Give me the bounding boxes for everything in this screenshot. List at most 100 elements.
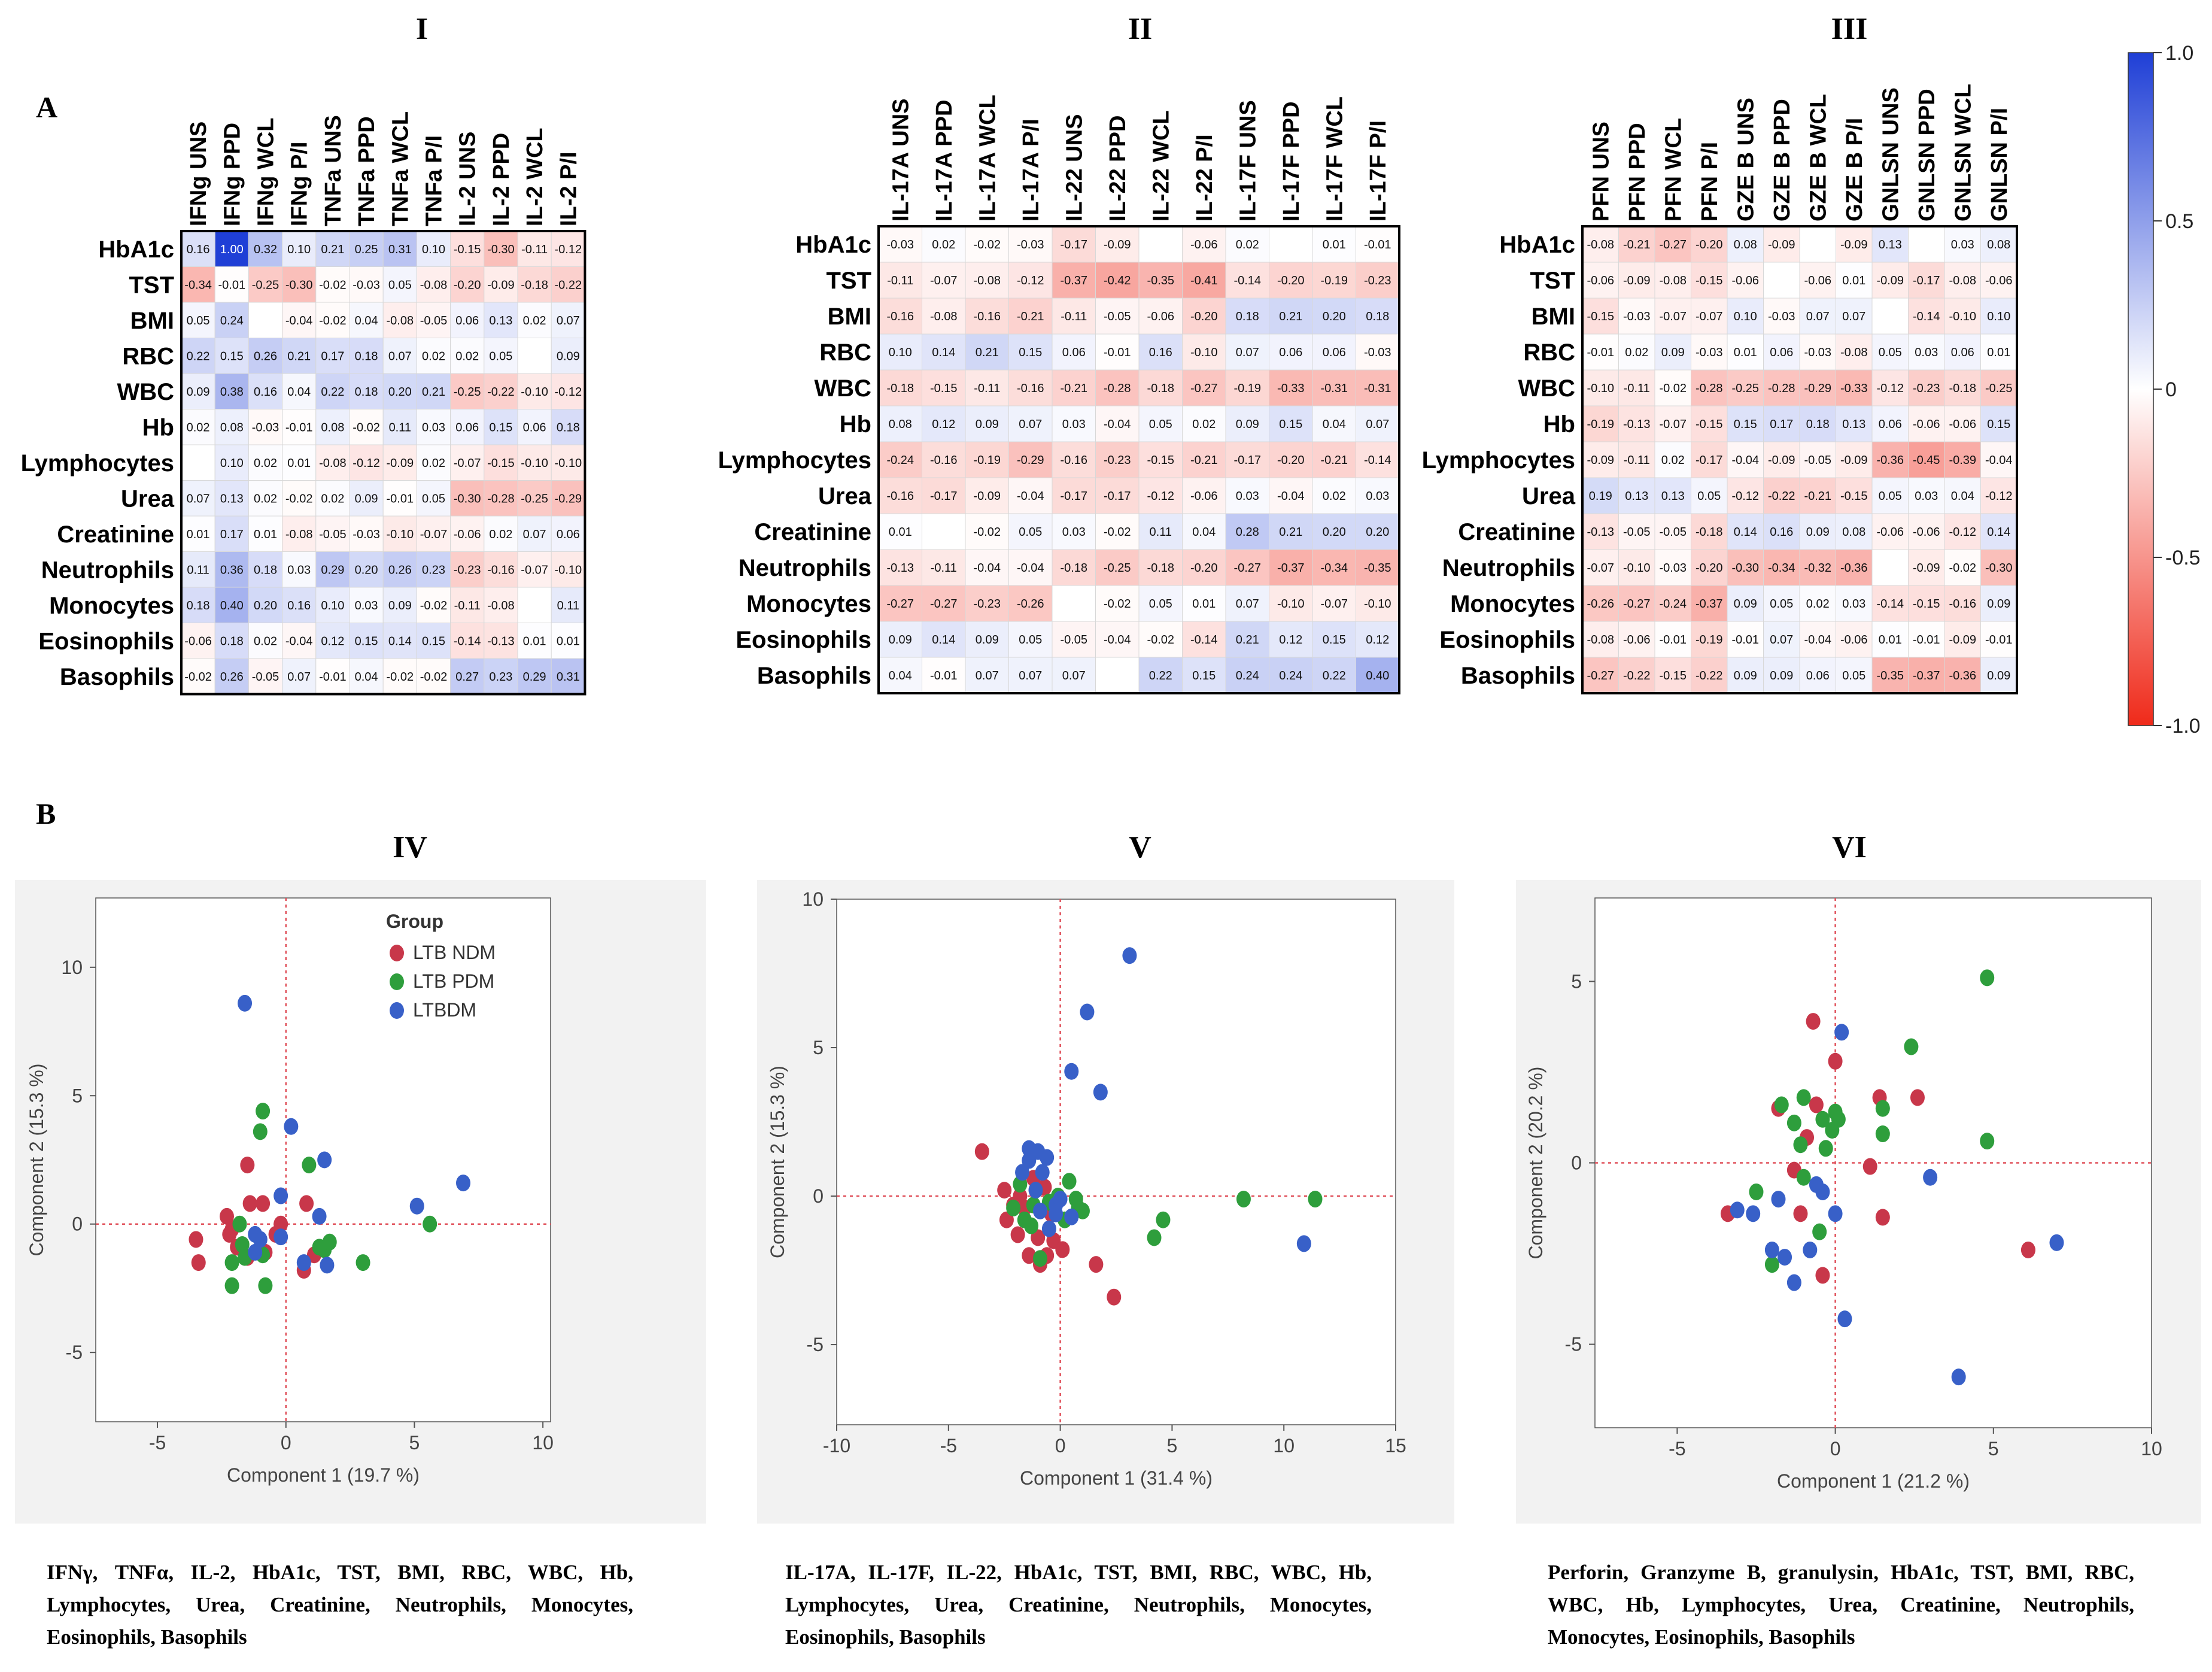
heatmap-cell-value: 0.05 (187, 314, 210, 327)
heatmap-cell-value: -0.07 (454, 457, 481, 470)
scatter-point (219, 1207, 234, 1225)
heatmap-cell-value: -0.29 (1804, 382, 1831, 395)
heatmap-cell-value: -0.01 (319, 670, 347, 684)
heatmap-cell (484, 587, 518, 623)
heatmap-cell-value: -0.26 (1017, 597, 1044, 611)
x-axis-label: Component 1 (19.7 %) (227, 1464, 420, 1486)
heatmap-cell-value: -0.12 (1949, 526, 1976, 539)
heatmap-cell-value: 0.20 (254, 599, 277, 612)
heatmap-cell-value: -0.30 (454, 492, 481, 505)
heatmap-cell-value: 0.07 (557, 314, 580, 327)
heatmap-cell-value: 0.40 (1366, 669, 1389, 682)
heatmap-cell-value: -0.18 (521, 278, 548, 292)
heatmap-cell (416, 338, 451, 374)
heatmap-cell-value: -0.17 (1913, 274, 1940, 287)
heatmap-column-label: IFNg P/I (287, 142, 312, 226)
heatmap-cell-value: -0.05 (1104, 310, 1131, 323)
heatmap-cell-value: -0.01 (218, 278, 246, 292)
heatmap-cell (517, 266, 552, 303)
heatmap-cell-value: 0.13 (1879, 238, 1902, 251)
scatter-point (235, 1236, 250, 1254)
heatmap-cell-value: 0.04 (1192, 526, 1216, 539)
heatmap-cell-value: -0.08 (387, 314, 414, 327)
heatmap-cell (181, 587, 215, 623)
heatmap-cell-value: 0.02 (1236, 238, 1259, 251)
heatmap-cell (1095, 513, 1140, 550)
heatmap-cell-value: -0.09 (1840, 238, 1868, 251)
heatmap-cell (1654, 333, 1691, 371)
heatmap-row-label: WBC (1518, 375, 1575, 402)
heatmap-cell-value: -0.20 (454, 278, 481, 292)
heatmap-cell (878, 513, 922, 550)
scatter-point (274, 1187, 288, 1204)
scatter-point (1796, 1089, 1811, 1106)
heatmap-row-label: Creatinine (57, 521, 174, 548)
scatter-point (999, 1211, 1014, 1228)
heatmap-cell-value: -0.20 (1190, 310, 1218, 323)
heatmap-cell-value: -0.30 (285, 278, 313, 292)
heatmap-cell (1225, 549, 1269, 586)
heatmap-cell (922, 513, 966, 550)
heatmap-cell (1654, 262, 1691, 299)
heatmap-cell-value: -0.03 (1017, 238, 1044, 251)
heatmap-cell (1269, 262, 1313, 299)
heatmap-cell-value: -0.03 (1623, 310, 1651, 323)
heatmap-column-label: IL-17F UNS (1235, 100, 1260, 221)
heatmap-cell (382, 266, 417, 303)
heatmap-cell (1871, 441, 1909, 478)
heatmap-cell-value: 0.25 (355, 243, 378, 256)
heatmap-cell-value: -0.06 (1913, 418, 1940, 431)
heatmap-row-label: HbA1c (1499, 232, 1575, 258)
heatmap-cell-value: -0.09 (487, 278, 515, 292)
heatmap-cell-value: 0.07 (1366, 418, 1389, 431)
heatmap-cell (1095, 226, 1140, 263)
heatmap-cell-value: -0.15 (454, 243, 481, 256)
heatmap-row-label: Creatinine (754, 519, 871, 545)
heatmap-cell-value: -0.09 (1104, 238, 1131, 251)
heatmap-cell-value: -0.33 (1277, 382, 1305, 395)
heatmap-cell (349, 623, 384, 659)
heatmap-cell (551, 230, 585, 267)
heatmap-cell (1654, 226, 1691, 263)
heatmap-cell-value: -0.11 (974, 382, 1000, 395)
heatmap-cell-value: 0.01 (1987, 346, 2010, 359)
heatmap-cell-value: 0.05 (422, 492, 445, 505)
heatmap-cell-value: -0.07 (1320, 597, 1348, 611)
heatmap-cell-value: -0.21 (1190, 454, 1218, 467)
heatmap-cell (1618, 549, 1655, 586)
heatmap-cell (1836, 262, 1873, 299)
scatter-point (1028, 1182, 1043, 1199)
scatter-point (1022, 1247, 1037, 1264)
heatmap-cell (181, 444, 215, 481)
heatmap-cell-value: -0.14 (1190, 633, 1218, 647)
heatmap-cell-value: 0.15 (220, 350, 244, 363)
heatmap-cell-value: -0.11 (931, 562, 957, 575)
scatter-point (238, 994, 253, 1012)
heatmap-cell-value: 0.22 (321, 386, 344, 399)
heatmap-cell-value: 0.14 (1987, 526, 2010, 539)
heatmap-cell-value: -0.06 (1840, 633, 1868, 647)
heatmap-cell-value: -0.19 (1320, 274, 1348, 287)
heatmap-cell-value: -0.27 (1587, 669, 1614, 682)
heatmap-cell-value: -0.13 (487, 635, 515, 648)
heatmap-cell-value: 0.02 (455, 350, 479, 363)
heatmap-cell (1225, 477, 1269, 514)
heatmap-cell (922, 262, 966, 299)
heatmap-cell-value: -0.02 (319, 314, 347, 327)
heatmap-cell (248, 409, 283, 445)
heatmap-cell (1654, 298, 1691, 335)
scatter-point (274, 1215, 288, 1233)
heatmap-cell-value: 0.15 (1279, 418, 1302, 431)
heatmap-cell-value: 0.03 (1366, 490, 1389, 503)
heatmap-cell (1008, 405, 1053, 442)
heatmap-cell (1618, 657, 1655, 694)
heatmap-cell (1052, 549, 1096, 586)
heatmap-cell (1052, 585, 1096, 622)
scatter-point (1062, 1173, 1077, 1190)
heatmap-cell (382, 623, 417, 659)
heatmap-cell-value: 0.18 (254, 563, 277, 576)
scatter-point (1806, 1013, 1821, 1030)
heatmap-cell-value: -0.08 (973, 274, 1001, 287)
heatmap-cell-value: -0.30 (1731, 562, 1759, 575)
